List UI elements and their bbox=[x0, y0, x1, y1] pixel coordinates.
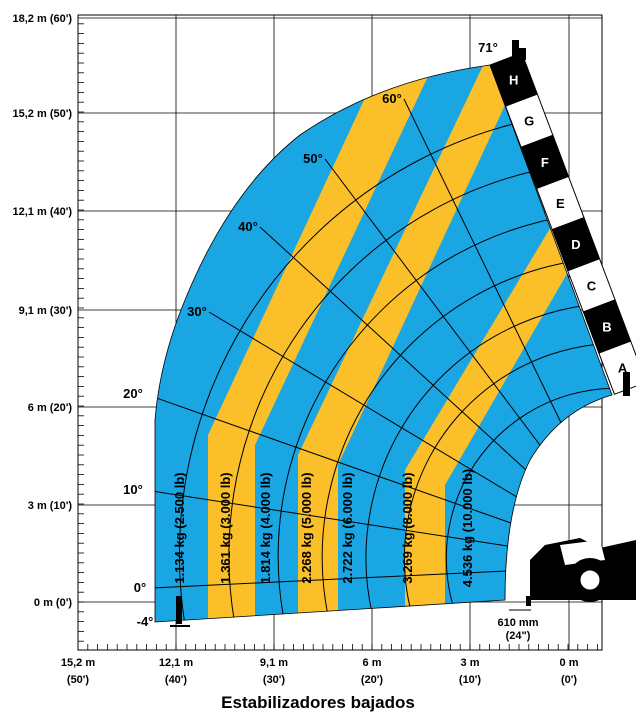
angle-label: 50° bbox=[303, 151, 323, 166]
x-axis-label: (30') bbox=[263, 674, 286, 686]
boom-section-label: F bbox=[541, 155, 549, 170]
load-zone-label: 4.536 kg (10.000 lb) bbox=[460, 469, 475, 588]
x-axis-label: 12,1 m bbox=[159, 657, 193, 669]
x-axis-label: (40') bbox=[165, 674, 188, 686]
x-axis-label: (50') bbox=[67, 674, 90, 686]
y-axis-label: 12,1 m (40') bbox=[13, 206, 73, 218]
y-axis-label: 6 m (20') bbox=[28, 402, 73, 414]
telehandler bbox=[526, 538, 636, 606]
load-zone-label: 1.814 kg (4.000 lb) bbox=[258, 472, 273, 583]
angle-label: 71° bbox=[478, 40, 498, 55]
load-zone-label: 1.361 kg (3.000 lb) bbox=[218, 472, 233, 583]
boom-section-label: B bbox=[602, 320, 611, 335]
attachment-right bbox=[623, 372, 630, 396]
angle-label: 30° bbox=[187, 304, 207, 319]
x-axis-label: 3 m bbox=[461, 657, 480, 669]
boom-section-label: D bbox=[571, 237, 580, 252]
title: Estabilizadores bajados bbox=[221, 693, 415, 712]
load-zone-label: 3.269 kg (8.000 lb) bbox=[400, 472, 415, 583]
load-zone-label: 2.722 kg (6.000 lb) bbox=[340, 472, 355, 583]
load-zone-label: 2.268 kg (5.000 lb) bbox=[299, 472, 314, 583]
y-axis-label: 15,2 m (50') bbox=[13, 108, 73, 120]
x-axis-label: 6 m bbox=[363, 657, 382, 669]
boom-section-label: G bbox=[524, 114, 534, 129]
angle-label: 10° bbox=[123, 482, 143, 497]
y-axis-label: 18,2 m (60') bbox=[13, 13, 73, 25]
boom-section-label: C bbox=[587, 278, 597, 293]
angle-label: 0° bbox=[134, 580, 146, 595]
angle-label: 20° bbox=[123, 386, 143, 401]
boom-section-label: H bbox=[509, 73, 518, 88]
x-axis-label: 0 m bbox=[560, 657, 579, 669]
boom-section-label: E bbox=[556, 196, 565, 211]
x-axis-label: 9,1 m bbox=[260, 657, 288, 669]
y-axis-label: 9,1 m (30') bbox=[19, 305, 73, 317]
load-zone-label: 1.134 kg (2.500 lb) bbox=[172, 472, 187, 583]
angle-label: 40° bbox=[238, 219, 258, 234]
angle-label: 60° bbox=[382, 91, 402, 106]
x-axis-label: (10') bbox=[459, 674, 482, 686]
dimension-metric: 610 mm bbox=[498, 617, 539, 629]
y-axis-label: 3 m (10') bbox=[28, 500, 73, 512]
x-axis-label: (0') bbox=[561, 674, 577, 686]
x-axis-label: 15,2 m bbox=[61, 657, 95, 669]
load-chart: HGFEDCBA 610 mm (24") Estabilizadores ba… bbox=[0, 0, 636, 715]
dimension-imperial: (24") bbox=[506, 630, 531, 642]
angle-label: -4° bbox=[137, 614, 154, 629]
x-axis-label: (20') bbox=[361, 674, 384, 686]
y-axis-label: 0 m (0') bbox=[34, 597, 72, 609]
